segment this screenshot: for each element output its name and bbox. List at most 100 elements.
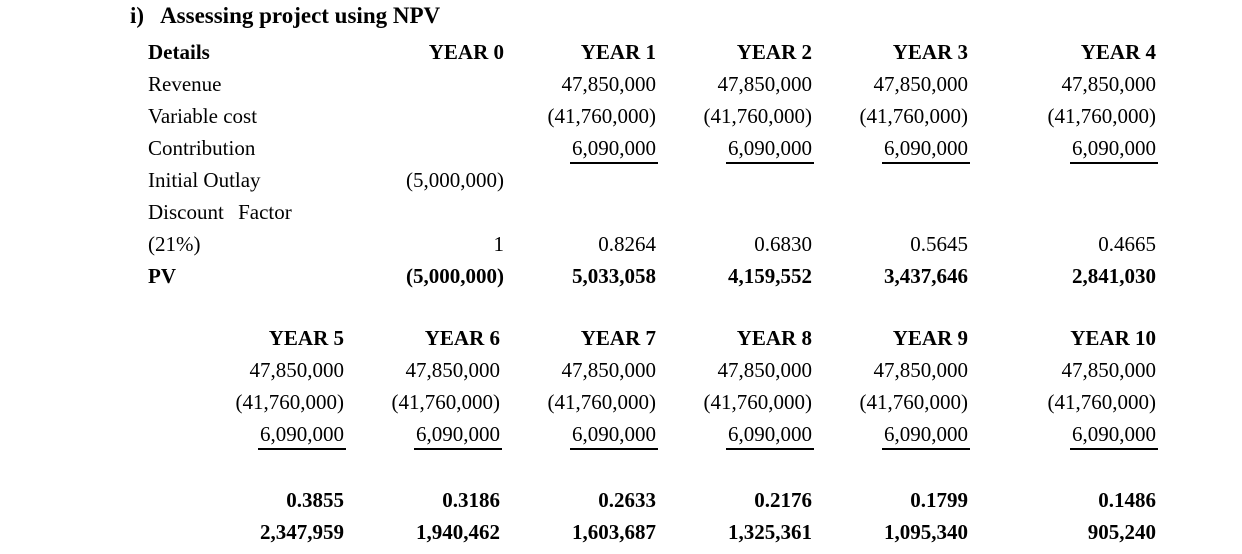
cell-year10: 0.1486 — [1098, 488, 1156, 512]
cell-year1: 0.8264 — [598, 232, 656, 256]
underlined-value: 6,090,000 — [1070, 421, 1158, 450]
row-revenue: 47,850,000 47,850,000 47,850,000 47,850,… — [148, 354, 1157, 386]
cell-year4: 47,850,000 — [1061, 72, 1157, 96]
cell-year10: 6,090,000 — [968, 418, 1158, 450]
page-title: i) Assessing project using NPV — [130, 2, 1242, 30]
cell-year0: (5,000,000) — [406, 168, 504, 192]
header-year-3: YEAR 3 — [892, 40, 968, 64]
cell-year5: 6,090,000 — [148, 418, 346, 450]
header-year-5: YEAR 5 — [268, 326, 344, 350]
cell-year9: (41,760,000) — [859, 390, 969, 414]
header-year-7: YEAR 7 — [580, 326, 656, 350]
cell-year1: 6,090,000 — [504, 132, 658, 164]
title-numeral: i) — [130, 3, 145, 28]
header-details: Details — [148, 40, 210, 64]
npv-table-years-5-10: YEAR 5 YEAR 6 YEAR 7 YEAR 8 YEAR 9 YEAR … — [148, 322, 1158, 548]
cell-year2: 0.6830 — [754, 232, 812, 256]
cell-year1: (41,760,000) — [547, 104, 657, 128]
cell-year9: 0.1799 — [910, 488, 968, 512]
cell-year5: 47,850,000 — [249, 358, 345, 382]
underlined-value: 6,090,000 — [882, 135, 970, 164]
header-year-8: YEAR 8 — [736, 326, 812, 350]
row-variable-cost: (41,760,000) (41,760,000) (41,760,000) (… — [148, 386, 1157, 418]
row-initial-outlay: Initial Outlay (5,000,000) — [148, 164, 1156, 196]
cell-year7: 47,850,000 — [561, 358, 657, 382]
cell-year6: 1,940,462 — [416, 520, 500, 544]
npv-table-years-0-4: Details YEAR 0 YEAR 1 YEAR 2 YEAR 3 YEAR… — [148, 36, 1158, 292]
header-year-10: YEAR 10 — [1070, 326, 1156, 350]
cell-year2: 4,159,552 — [728, 264, 812, 288]
cell-year4: 2,841,030 — [1072, 264, 1156, 288]
row-label: Discount Factor — [148, 200, 292, 224]
row-discount-factor-values: (21%) 1 0.8264 0.6830 0.5645 0.4665 — [148, 228, 1156, 260]
cell-year8: 0.2176 — [754, 488, 812, 512]
cell-year4: 6,090,000 — [968, 132, 1158, 164]
underlined-value: 6,090,000 — [882, 421, 970, 450]
header-year-6: YEAR 6 — [424, 326, 500, 350]
cell-year5: (41,760,000) — [235, 390, 345, 414]
header-year-4: YEAR 4 — [1080, 40, 1156, 64]
cell-year9: 47,850,000 — [873, 358, 969, 382]
cell-year6: 0.3186 — [442, 488, 500, 512]
cell-year10: (41,760,000) — [1047, 390, 1157, 414]
row-label: Revenue — [148, 72, 222, 96]
cell-year4: (41,760,000) — [1047, 104, 1157, 128]
row-contribution: Contribution 6,090,000 6,090,000 6,090,0… — [148, 132, 1158, 164]
cell-year3 — [812, 196, 968, 228]
cell-year0 — [348, 132, 504, 164]
cell-year6: 47,850,000 — [405, 358, 501, 382]
cell-year1: 5,033,058 — [572, 264, 656, 288]
cell-year9: 1,095,340 — [884, 520, 968, 544]
cell-year2: 6,090,000 — [656, 132, 814, 164]
row-discount-factor-label: Discount Factor — [148, 196, 1156, 228]
cell-year10: 47,850,000 — [1061, 358, 1157, 382]
cell-year3: (41,760,000) — [859, 104, 969, 128]
cell-year0 — [348, 100, 504, 132]
cell-year0: 1 — [493, 232, 505, 256]
underlined-value: 6,090,000 — [570, 135, 658, 164]
cell-year3: 0.5645 — [910, 232, 968, 256]
underlined-value: 6,090,000 — [570, 421, 658, 450]
cell-year3: 6,090,000 — [812, 132, 970, 164]
cell-year0 — [348, 196, 504, 228]
cell-year2: 47,850,000 — [717, 72, 813, 96]
cell-year7: 6,090,000 — [500, 418, 658, 450]
cell-year0: (5,000,000) — [406, 264, 504, 288]
underlined-value: 6,090,000 — [1070, 135, 1158, 164]
header-row: YEAR 5 YEAR 6 YEAR 7 YEAR 8 YEAR 9 YEAR … — [148, 322, 1156, 354]
cell-year2 — [656, 164, 812, 196]
row-pv: 2,347,959 1,940,462 1,603,687 1,325,361 … — [148, 516, 1156, 548]
cell-year7: 1,603,687 — [572, 520, 656, 544]
cell-year4 — [968, 164, 1156, 196]
cell-year6: 6,090,000 — [344, 418, 502, 450]
cell-year4 — [968, 196, 1156, 228]
cell-year1 — [504, 164, 656, 196]
cell-year7: 0.2633 — [598, 488, 656, 512]
cell-year1: 47,850,000 — [561, 72, 657, 96]
header-year-9: YEAR 9 — [892, 326, 968, 350]
row-pv: PV (5,000,000) 5,033,058 4,159,552 3,437… — [148, 260, 1156, 292]
row-label: (21%) — [148, 232, 201, 256]
row-revenue: Revenue 47,850,000 47,850,000 47,850,000… — [148, 68, 1156, 100]
header-year-0: YEAR 0 — [428, 40, 504, 64]
header-year-1: YEAR 1 — [580, 40, 656, 64]
underlined-value: 6,090,000 — [414, 421, 502, 450]
cell-year7: (41,760,000) — [547, 390, 657, 414]
cell-year5: 2,347,959 — [260, 520, 344, 544]
cell-year9: 6,090,000 — [812, 418, 970, 450]
row-label: Initial Outlay — [148, 168, 261, 192]
header-row: Details YEAR 0 YEAR 1 YEAR 2 YEAR 3 YEAR… — [148, 36, 1156, 68]
row-label: Contribution — [148, 136, 256, 160]
row-label: Variable cost — [148, 104, 258, 128]
row-label: PV — [148, 264, 176, 288]
cell-year6: (41,760,000) — [391, 390, 501, 414]
spacer-row — [148, 450, 1156, 484]
cell-year8: 47,850,000 — [717, 358, 813, 382]
underlined-value: 6,090,000 — [726, 421, 814, 450]
cell-year5: 0.3855 — [286, 488, 344, 512]
row-variable-cost: Variable cost (41,760,000) (41,760,000) … — [148, 100, 1156, 132]
underlined-value: 6,090,000 — [258, 421, 346, 450]
cell-year3: 47,850,000 — [873, 72, 969, 96]
row-discount-factor-values: 0.3855 0.3186 0.2633 0.2176 0.1799 0.148… — [148, 484, 1156, 516]
